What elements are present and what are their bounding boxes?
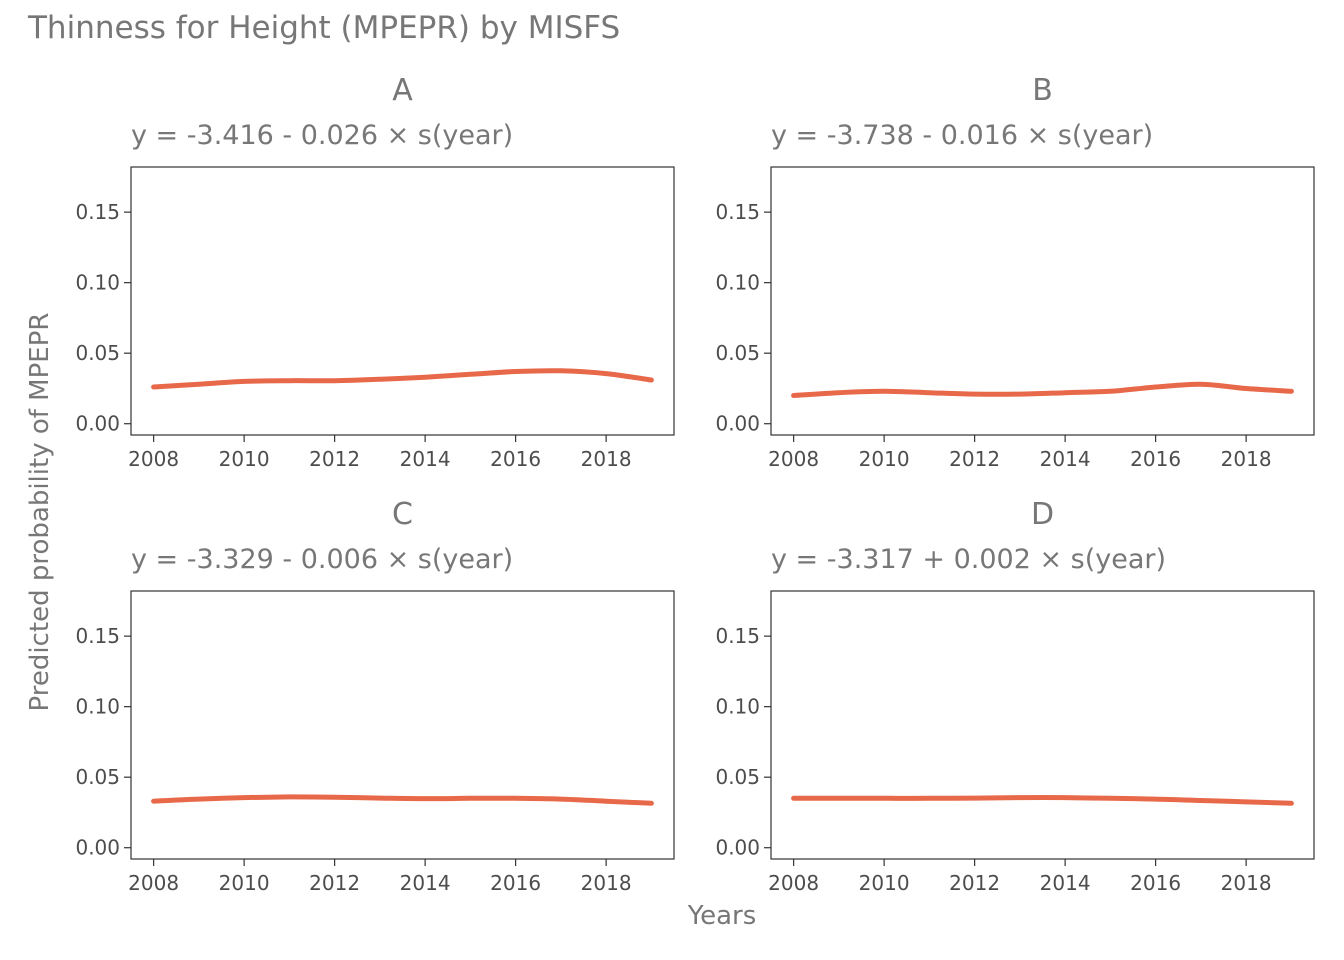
x-tick-label: 2014 (400, 871, 451, 895)
x-tick-label: 2010 (859, 871, 910, 895)
facet-strip-label: D (1031, 497, 1054, 532)
x-tick-label: 2012 (949, 871, 1000, 895)
x-tick-label: 2018 (1221, 871, 1272, 895)
y-tick-label: 0.00 (715, 412, 760, 436)
y-tick-label: 0.05 (715, 341, 760, 365)
x-tick-label: 2016 (1130, 447, 1181, 471)
y-tick-label: 0.05 (715, 765, 760, 789)
panel-border (770, 166, 1315, 436)
y-tick-label: 0.10 (715, 271, 760, 295)
y-tick-label: 0.10 (715, 695, 760, 719)
x-axis-title: Years (687, 901, 757, 931)
facet-panel-a: Ay = -3.416 - 0.026 × s(year) 0.00 0.05 0.1… (75, 73, 675, 471)
series-line (791, 795, 1294, 806)
y-tick-label: 0.05 (75, 341, 120, 365)
facet-panel-d: Dy = -3.317 + 0.002 × s(year) 0.00 0.05 0.1… (715, 497, 1315, 895)
facet-strip-label: A (392, 73, 413, 108)
y-tick-label: 0.00 (75, 412, 120, 436)
y-tick-label: 0.15 (75, 624, 120, 648)
y-tick-label: 0.05 (75, 765, 120, 789)
x-tick-label: 2008 (128, 871, 179, 895)
x-tick-label: 2014 (400, 447, 451, 471)
x-tick-label: 2010 (859, 447, 910, 471)
panel-border (770, 590, 1315, 860)
series-line (791, 381, 1294, 398)
x-tick-label: 2008 (768, 447, 819, 471)
y-tick-label: 0.00 (715, 836, 760, 860)
y-tick-label: 0.00 (75, 836, 120, 860)
facet-panel-c: Cy = -3.329 - 0.006 × s(year) 0.00 0.05 0.1… (75, 497, 675, 895)
facet-strip-label: C (392, 497, 413, 532)
x-tick-label: 2018 (1221, 447, 1272, 471)
chart-title: Thinness for Height (MPEPR) by MISFS (27, 10, 620, 46)
y-tick-label: 0.15 (75, 200, 120, 224)
facet-equation-subtitle: y = -3.329 - 0.006 × s(year) (131, 544, 513, 575)
facet-panel-b: By = -3.738 - 0.016 × s(year) 0.00 0.05 0.1… (715, 73, 1315, 471)
x-tick-label: 2012 (309, 871, 360, 895)
x-tick-label: 2014 (1040, 871, 1091, 895)
y-tick-label: 0.10 (75, 271, 120, 295)
series-line (151, 368, 654, 390)
x-tick-label: 2018 (581, 447, 632, 471)
y-tick-label: 0.10 (75, 695, 120, 719)
panel-border (130, 166, 675, 436)
x-tick-label: 2008 (768, 871, 819, 895)
series-line (151, 794, 654, 806)
x-tick-label: 2008 (128, 447, 179, 471)
x-tick-label: 2010 (219, 447, 270, 471)
x-tick-label: 2018 (581, 871, 632, 895)
x-tick-label: 2010 (219, 871, 270, 895)
x-tick-label: 2016 (490, 871, 541, 895)
panel-border (130, 590, 675, 860)
x-tick-label: 2016 (490, 447, 541, 471)
facet-equation-subtitle: y = -3.416 - 0.026 × s(year) (131, 120, 513, 151)
x-tick-label: 2016 (1130, 871, 1181, 895)
facet-strip-label: B (1032, 73, 1053, 108)
y-axis-title: Predicted probability of MPEPR (25, 313, 55, 712)
facet-equation-subtitle: y = -3.738 - 0.016 × s(year) (771, 120, 1153, 151)
x-tick-label: 2012 (309, 447, 360, 471)
x-tick-label: 2014 (1040, 447, 1091, 471)
y-tick-label: 0.15 (715, 624, 760, 648)
y-tick-label: 0.15 (715, 200, 760, 224)
facet-equation-subtitle: y = -3.317 + 0.002 × s(year) (771, 544, 1166, 575)
facet-panels: Ay = -3.416 - 0.026 × s(year) 0.00 0.05 0.1… (75, 73, 1315, 895)
x-tick-label: 2012 (949, 447, 1000, 471)
